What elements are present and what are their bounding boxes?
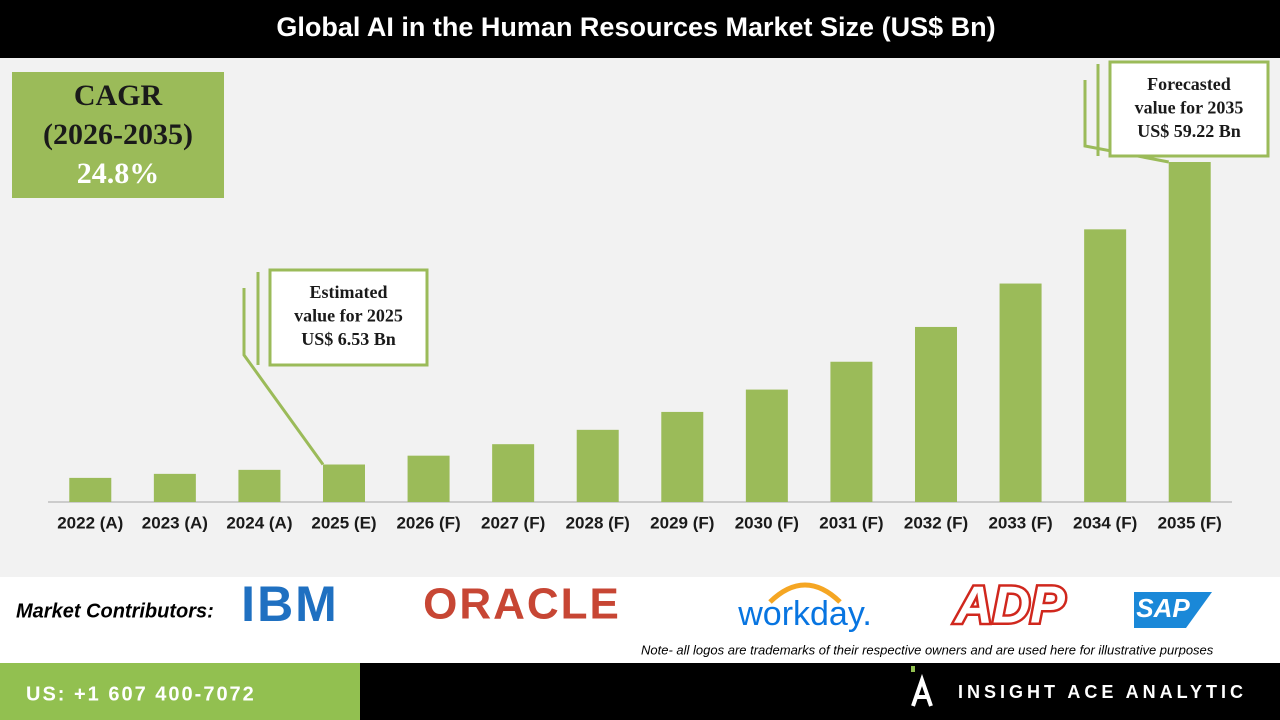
cagr-period: (2026-2035): [43, 118, 193, 151]
x-tick-label: 2027 (F): [481, 513, 545, 532]
phone: US: +1 607 400-7072: [26, 683, 256, 705]
logo-workday: workday.: [737, 595, 872, 633]
contributors-label: Market Contributors:: [16, 600, 214, 622]
x-tick-label: 2033 (F): [988, 513, 1052, 532]
logo-sap: SAP: [1136, 593, 1190, 623]
contributors-band: [0, 577, 1280, 663]
annotation-text: US$ 6.53 Bn: [301, 329, 396, 349]
x-tick-label: 2034 (F): [1073, 513, 1137, 532]
header-bar: [0, 0, 1280, 58]
annotation-box: [1108, 60, 1270, 158]
bar: [1084, 229, 1127, 502]
x-tick-label: 2029 (F): [650, 513, 714, 532]
x-tick-label: 2030 (F): [735, 513, 799, 532]
bar: [1168, 162, 1211, 502]
bar: [576, 429, 619, 502]
x-tick-label: 2022 (A): [57, 513, 123, 532]
workday-arc: [768, 582, 842, 604]
x-tick-label: 2024 (A): [226, 513, 292, 532]
bar: [492, 444, 535, 502]
cagr-label: CAGR: [74, 79, 163, 112]
bar: [999, 283, 1042, 502]
annotation-text: value for 2035: [1135, 98, 1244, 118]
bar: [238, 469, 281, 502]
bar: [830, 361, 873, 502]
bar: [69, 477, 112, 502]
cagr-value: 24.8%: [77, 157, 160, 190]
bar: [915, 326, 957, 502]
annotation-text: value for 2025: [294, 306, 403, 326]
x-tick-label: 2026 (F): [396, 513, 460, 532]
bar: [323, 464, 365, 502]
logo-note: Note- all logos are trademarks of their …: [641, 642, 1214, 657]
x-tick-label: 2031 (F): [819, 513, 883, 532]
x-tick-label: 2028 (F): [566, 513, 630, 532]
brand-icon: [911, 673, 933, 707]
annotation-box: [268, 268, 429, 367]
phone-bar: [0, 663, 360, 720]
chart-title: Global AI in the Human Resources Market …: [276, 12, 995, 42]
logo-oracle: ORACLE: [423, 580, 621, 629]
x-tick-label: 2025 (E): [311, 513, 376, 532]
bar: [745, 389, 788, 502]
bar: [153, 473, 196, 502]
brand-name: INSIGHT ACE ANALYTIC: [958, 682, 1247, 702]
sap-shape: [1134, 592, 1212, 628]
annotation-text: US$ 59.22 Bn: [1137, 121, 1241, 141]
callout-line: [242, 288, 325, 466]
x-tick-label: 2023 (A): [142, 513, 208, 532]
brand-bar: [360, 663, 1280, 720]
cagr-box: [12, 72, 224, 198]
logo-ibm: IBM: [241, 576, 339, 632]
logo-adp: ADP: [953, 577, 1065, 635]
bar: [407, 455, 450, 502]
brand-icon-dot: [911, 666, 915, 672]
x-tick-label: 2035 (F): [1158, 513, 1222, 532]
x-tick-label: 2032 (F): [904, 513, 968, 532]
bar: [661, 411, 704, 502]
annotation-text: Forecasted: [1147, 74, 1231, 94]
annotation-text: Estimated: [310, 282, 388, 302]
